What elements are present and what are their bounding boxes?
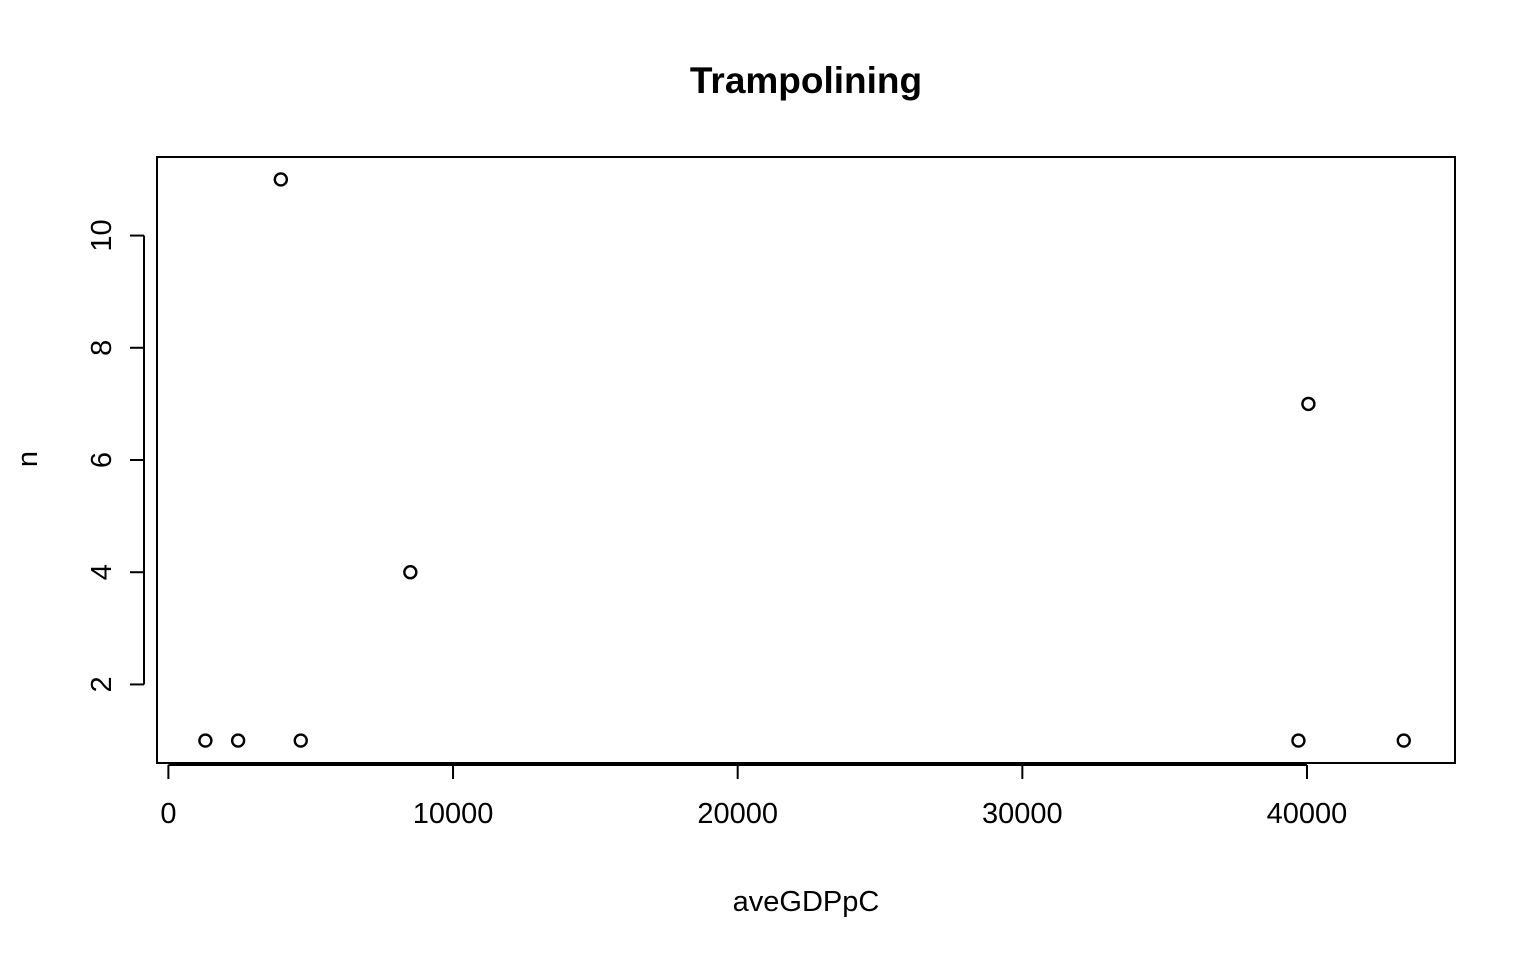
chart-title: Trampolining — [690, 60, 922, 101]
data-point — [403, 565, 418, 580]
plot-frame — [156, 156, 1456, 764]
y-tick-label: 2 — [86, 676, 118, 692]
data-point — [1301, 396, 1316, 412]
data-point — [198, 733, 213, 748]
y-tick-label: 10 — [86, 219, 118, 251]
data-point — [1291, 733, 1306, 748]
data-point — [230, 733, 246, 748]
y-axis-label: n — [12, 451, 44, 467]
data-point — [273, 172, 289, 187]
data-point — [293, 733, 308, 748]
x-tick-label: 30000 — [982, 798, 1063, 830]
x-tick-label: 40000 — [1267, 798, 1348, 830]
x-tick-label: 10000 — [413, 798, 494, 830]
x-axis: 0 10000 20000 30000 40000 — [160, 764, 1348, 830]
y-tick-label: 6 — [86, 452, 118, 468]
y-axis: 2 4 6 8 10 — [86, 219, 145, 693]
data-points — [198, 172, 1411, 748]
x-tick-label: 0 — [160, 798, 176, 830]
data-point — [1396, 733, 1411, 748]
y-tick-label: 4 — [86, 564, 118, 580]
x-tick-label: 20000 — [697, 798, 778, 830]
x-axis-label: aveGDPpC — [733, 886, 880, 918]
y-tick-label: 8 — [86, 340, 118, 356]
